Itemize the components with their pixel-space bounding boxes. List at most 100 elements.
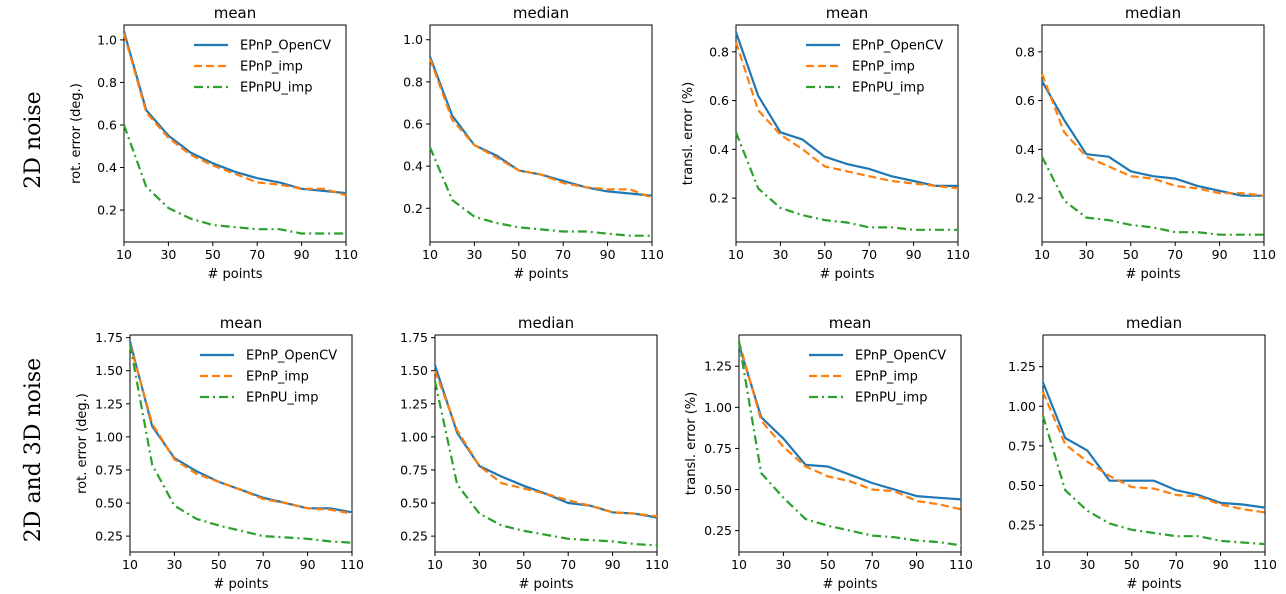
y-axis-label: transl. error (%) [684,392,699,495]
x-tick-label: 30 [471,557,487,572]
x-tick-label: 70 [560,557,576,572]
series-line [1041,382,1266,509]
chart-panel: median 10 30 50 70 90 110 0.25 0.50 0.75 1.00 1.25 #… [1008,314,1277,592]
axes-frame [123,24,347,243]
y-tick-label: 0.8 [403,74,423,89]
panel-title: median [1125,4,1181,22]
panel-title: median [513,4,569,22]
x-tick-label: 90 [600,247,616,262]
chart-panel: mean 10 30 50 70 90 110 0.25 0.50 0.75 1.00 1.25 1.5… [75,314,364,592]
x-tick-label: 50 [820,557,836,572]
legend-label: EPnP_imp [246,370,309,385]
series-line [737,341,962,547]
x-tick-label: 50 [817,247,833,262]
series-line [734,41,959,190]
series-line [433,365,658,519]
series-line [1041,156,1264,236]
y-tick-label: 0.75 [704,441,732,456]
legend-label: EPnP_OpenCV [240,39,331,54]
y-tick-label: 0.75 [400,462,428,477]
x-tick-label: 30 [1079,557,1095,572]
x-tick-label: 70 [555,247,571,262]
x-tick-label: 90 [906,247,922,262]
y-tick-label: 0.8 [709,44,729,59]
y-tick-label: 0.50 [95,496,123,511]
x-tick-label: 50 [1124,557,1140,572]
x-tick-label: 10 [728,247,744,262]
legend-label: EPnPU_imp [246,391,318,406]
chart-panel: median 10 30 50 70 90 110 0.25 0.50 0.75 1.00 1.25 1… [400,314,669,592]
x-tick-label: 30 [160,247,176,262]
y-tick-label: 1.00 [1008,399,1036,414]
series-line [128,344,353,515]
legend-label: EPnPU_imp [240,81,312,96]
x-tick-label: 10 [122,557,138,572]
x-tick-label: 50 [1123,247,1139,262]
x-tick-label: 10 [116,247,132,262]
x-axis-label: # points [820,267,875,282]
y-tick-label: 1.00 [400,429,428,444]
panel-title: mean [826,4,869,22]
row-label-2d-3d-noise: 2D and 3D noise [21,358,46,542]
series-line [1041,391,1266,514]
y-tick-label: 1.25 [95,396,123,411]
y-tick-label: 0.6 [1015,93,1035,108]
row-label-2d-noise: 2D noise [21,91,46,188]
x-axis-label: # points [1127,577,1182,592]
y-tick-label: 0.8 [1015,44,1035,59]
y-tick-label: 1.75 [95,330,123,345]
y-tick-label: 0.25 [1008,518,1036,533]
series-line [122,124,346,235]
y-axis-label: rot. error (deg.) [75,393,90,494]
panel-title: median [518,314,574,332]
y-axis-label: transl. error (%) [681,82,696,185]
x-axis-label: # points [823,577,878,592]
x-tick-label: 10 [427,557,443,572]
x-axis-label: # points [214,577,269,592]
x-tick-label: 110 [645,557,669,572]
legend-label: EPnP_OpenCV [852,39,943,54]
y-tick-label: 1.75 [400,330,428,345]
y-tick-label: 0.2 [97,203,117,218]
axes-frame [129,334,353,553]
series-line [128,344,353,544]
y-tick-label: 1.50 [400,363,428,378]
y-tick-label: 1.25 [400,396,428,411]
y-tick-label: 0.4 [709,142,729,157]
x-tick-label: 110 [640,247,664,262]
x-tick-label: 90 [605,557,621,572]
y-tick-label: 0.2 [1015,191,1035,206]
y-tick-label: 0.8 [97,75,117,90]
axes-frame [738,334,962,553]
y-axis-label: rot. error (deg.) [69,83,84,184]
panel-title: median [1126,314,1182,332]
y-tick-label: 0.75 [95,462,123,477]
x-tick-label: 70 [1168,557,1184,572]
y-tick-label: 1.50 [95,363,123,378]
legend-label: EPnPU_imp [852,81,924,96]
y-tick-label: 1.0 [403,32,423,47]
x-tick-label: 50 [516,557,532,572]
y-tick-label: 0.4 [1015,142,1035,157]
x-tick-label: 110 [949,557,973,572]
y-tick-label: 1.0 [97,32,117,47]
x-axis-label: # points [519,577,574,592]
x-tick-label: 10 [1035,557,1051,572]
axes-frame [735,24,959,243]
series-line [1041,80,1264,197]
x-tick-label: 110 [1253,557,1277,572]
x-tick-label: 70 [861,247,877,262]
y-tick-label: 0.6 [403,117,423,132]
panel-title: mean [214,4,257,22]
chart-panel: mean 10 30 50 70 90 110 0.2 0.4 0.6 0.8 1.0 # points… [69,4,358,282]
x-tick-label: 90 [294,247,310,262]
y-tick-label: 0.25 [95,529,123,544]
y-tick-label: 0.4 [97,160,117,175]
y-tick-label: 1.00 [704,400,732,415]
x-tick-label: 90 [909,557,925,572]
y-tick-label: 1.00 [95,429,123,444]
x-tick-label: 10 [731,557,747,572]
legend-label: EPnP_OpenCV [246,349,337,364]
series-line [1041,415,1266,546]
x-tick-label: 70 [864,557,880,572]
